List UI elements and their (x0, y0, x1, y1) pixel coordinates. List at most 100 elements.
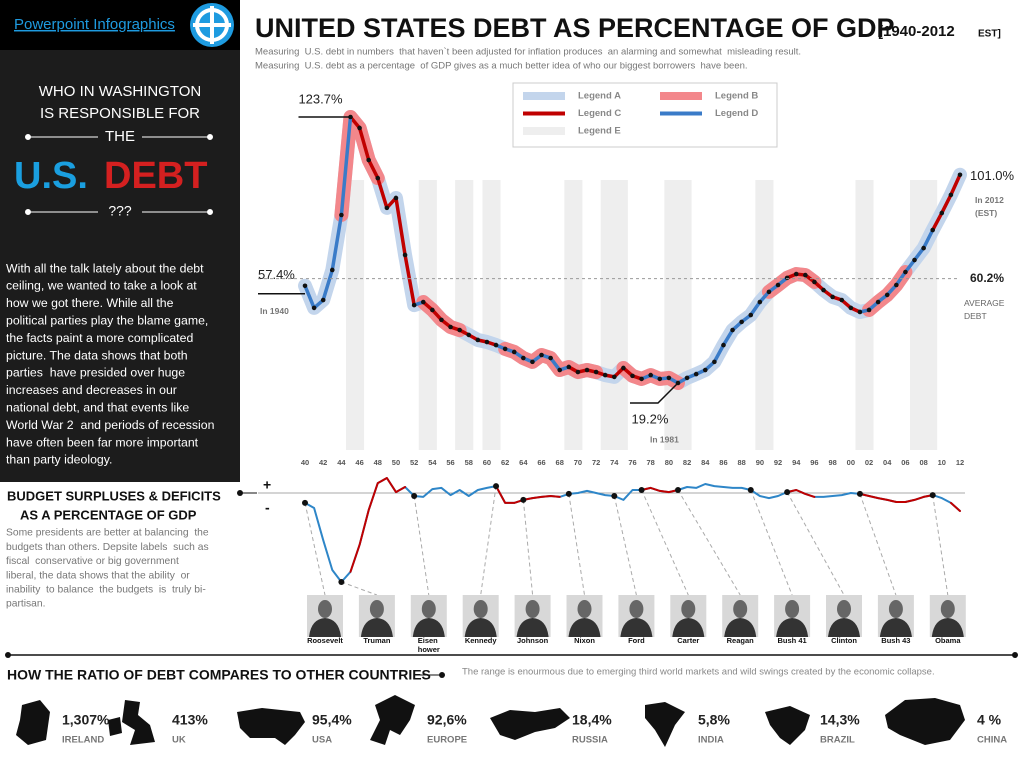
portrait (462, 595, 499, 637)
data-point (329, 267, 335, 273)
data-point (393, 195, 399, 201)
negative-label: - (265, 500, 270, 516)
sidebar-background (0, 0, 240, 482)
country-value: 4 % (977, 712, 1002, 728)
deficit-description: budgets than others. Depsite labels such… (6, 542, 209, 553)
president-name[interactable]: Nixon (574, 636, 595, 645)
president-marker (611, 492, 618, 499)
president-name[interactable]: Carter (677, 636, 699, 645)
data-point (894, 282, 899, 288)
sidebar-body: the facts paint a more complicated (6, 331, 193, 345)
country-name: BRAZIL (820, 735, 855, 746)
recession-bar (564, 180, 583, 450)
portrait (670, 595, 707, 637)
x-tick-label: 62 (501, 458, 509, 467)
sidebar-body: ceiling, we wanted to take a look at (6, 279, 197, 293)
portrait-figure (724, 618, 757, 637)
portrait-head (888, 600, 903, 618)
president-connector (568, 493, 585, 596)
data-point (475, 337, 481, 343)
data-point (903, 269, 908, 275)
data-point (557, 367, 563, 373)
x-tick-label: 66 (537, 458, 545, 467)
legend-label: Legend A (578, 91, 621, 102)
average-value: 60.2% (970, 271, 1004, 285)
president-name[interactable]: Truman (363, 636, 391, 645)
x-tick-label: 42 (319, 458, 327, 467)
data-point (866, 307, 872, 313)
x-tick-label: 82 (683, 458, 691, 467)
data-point (784, 275, 790, 281)
president-name[interactable]: Clinton (831, 636, 857, 645)
country-name: UK (172, 735, 186, 746)
data-point (530, 359, 535, 365)
portrait-head (369, 600, 384, 618)
president-name[interactable]: Kennedy (465, 636, 498, 645)
president-connector (677, 489, 741, 596)
president-name[interactable]: Ford (628, 636, 645, 645)
data-point (739, 319, 744, 325)
data-point (420, 299, 426, 305)
portrait-figure (672, 618, 705, 637)
x-tick-label: 46 (355, 458, 363, 467)
president-name[interactable]: Reagan (727, 636, 755, 645)
president-connector (522, 499, 534, 596)
president-name[interactable]: Bush 43 (881, 636, 910, 645)
president-name[interactable]: Eisen hower (418, 636, 440, 654)
data-point (830, 294, 835, 300)
sidebar-body: have often been far more important (6, 435, 199, 449)
president-name[interactable]: Roosevelt (307, 636, 343, 645)
x-tick-label: 84 (701, 458, 710, 467)
president-connector (304, 502, 326, 596)
country-value: 5,8% (698, 712, 730, 728)
connector-dot (439, 672, 445, 678)
x-tick-label: 06 (901, 458, 909, 467)
data-point (384, 205, 390, 211)
portrait-head (629, 600, 644, 618)
data-point (311, 305, 317, 311)
data-point (521, 355, 526, 361)
data-point (502, 346, 508, 352)
data-point (439, 317, 444, 323)
deficit-description: partisan. (6, 599, 46, 610)
president-name[interactable]: Bush 41 (778, 636, 807, 645)
x-tick-label: 76 (628, 458, 636, 467)
legend-label: Legend C (578, 108, 621, 119)
data-point (402, 252, 408, 258)
president-name[interactable]: Obama (935, 636, 961, 645)
title-range-end: EST] (978, 29, 1001, 40)
president-name[interactable]: Johnson (517, 636, 549, 645)
country-value: 1,307% (62, 712, 110, 728)
brand[interactable]: Powerpoint Infographics (14, 16, 175, 33)
portrait-figure (568, 618, 601, 637)
x-tick-label: 48 (374, 458, 382, 467)
legend-label: Legend B (715, 91, 758, 102)
portrait (410, 595, 447, 637)
connector-dot (237, 490, 243, 496)
data-point (957, 172, 963, 178)
x-tick-label: 60 (483, 458, 491, 467)
x-tick-label: 64 (519, 458, 528, 467)
data-point (766, 289, 772, 295)
data-point (484, 339, 490, 345)
portrait (877, 595, 914, 637)
data-point (884, 292, 890, 298)
x-tick-label: 94 (792, 458, 801, 467)
data-point (621, 365, 626, 371)
country-name: EUROPE (427, 735, 467, 746)
data-point (612, 374, 617, 380)
sidebar-body: With all the talk lately about the debt (6, 261, 204, 275)
portrait-head (785, 600, 800, 618)
x-tick-label: 90 (756, 458, 764, 467)
divider-dot (1012, 652, 1018, 658)
country-name: RUSSIA (572, 735, 608, 746)
country-shape (645, 702, 685, 747)
data-point (930, 227, 936, 233)
data-point (448, 324, 453, 330)
country-shape (885, 698, 965, 745)
question: ??? (108, 203, 132, 219)
portrait-head (681, 600, 696, 618)
value-label: 101.0% (970, 168, 1015, 183)
sidebar-intro: THE (105, 128, 135, 145)
